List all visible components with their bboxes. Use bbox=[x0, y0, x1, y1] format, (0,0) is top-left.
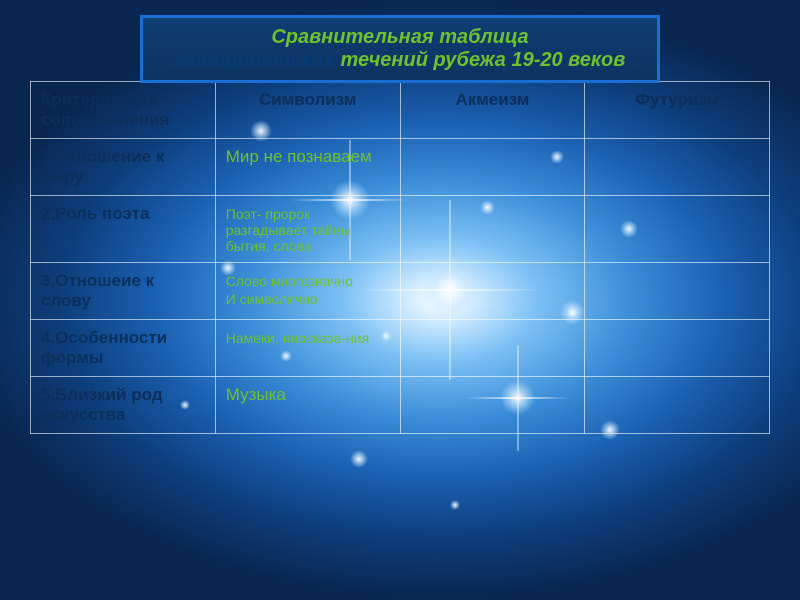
title-line-2: модернистских течений рубежа 19-20 веков bbox=[153, 49, 647, 72]
criterion-cell: 3.Отношеие к слову bbox=[31, 263, 216, 320]
criterion-cell: 4.Особенности формы bbox=[31, 320, 216, 377]
table-row: 5.Близкий род искусства Музыка bbox=[31, 377, 770, 434]
empty-cell bbox=[585, 377, 770, 434]
col-header-symbolism: Символизм bbox=[215, 82, 400, 139]
col-header-futurism: Футуризм bbox=[585, 82, 770, 139]
empty-cell bbox=[400, 263, 585, 320]
table-row: 2.Роль поэта Поэт- пророк разгадывает та… bbox=[31, 196, 770, 263]
title-emphasis: модернистских bbox=[175, 49, 335, 71]
table-header-row: Критерии для сопоставления Символизм Акм… bbox=[31, 82, 770, 139]
empty-cell bbox=[400, 196, 585, 263]
table-row: 3.Отношеие к слову Слово многозначно И с… bbox=[31, 263, 770, 320]
title-rest: течений рубежа 19-20 веков bbox=[335, 49, 625, 71]
comparison-table: Критерии для сопоставления Символизм Акм… bbox=[30, 81, 770, 434]
empty-cell bbox=[400, 377, 585, 434]
value-text: Поэт- пророк разгадывает тайны бытия, сл… bbox=[226, 206, 390, 254]
value-text: И символично bbox=[226, 291, 390, 307]
title-line-1: Сравнительная таблица bbox=[153, 26, 647, 49]
empty-cell bbox=[585, 139, 770, 196]
criterion-cell: 1.Отношение к миру bbox=[31, 139, 216, 196]
slide-content: Сравнительная таблица модернистских тече… bbox=[0, 0, 800, 464]
title-box: Сравнительная таблица модернистских тече… bbox=[140, 15, 660, 83]
value-text: Намеки, иносказа-ния bbox=[226, 330, 390, 346]
empty-cell bbox=[400, 139, 585, 196]
value-cell: Слово многозначно И символично bbox=[215, 263, 400, 320]
value-cell: Мир не познаваем bbox=[215, 139, 400, 196]
table-row: 4.Особенности формы Намеки, иносказа-ния bbox=[31, 320, 770, 377]
criterion-cell: 5.Близкий род искусства bbox=[31, 377, 216, 434]
empty-cell bbox=[585, 263, 770, 320]
empty-cell bbox=[585, 320, 770, 377]
value-cell: Поэт- пророк разгадывает тайны бытия, сл… bbox=[215, 196, 400, 263]
col-header-acmeism: Акмеизм bbox=[400, 82, 585, 139]
value-cell: Намеки, иносказа-ния bbox=[215, 320, 400, 377]
value-cell: Музыка bbox=[215, 377, 400, 434]
table-row: 1.Отношение к миру Мир не познаваем bbox=[31, 139, 770, 196]
value-text: Слово многозначно bbox=[226, 273, 390, 289]
empty-cell bbox=[400, 320, 585, 377]
col-header-criteria: Критерии для сопоставления bbox=[31, 82, 216, 139]
criterion-cell: 2.Роль поэта bbox=[31, 196, 216, 263]
empty-cell bbox=[585, 196, 770, 263]
